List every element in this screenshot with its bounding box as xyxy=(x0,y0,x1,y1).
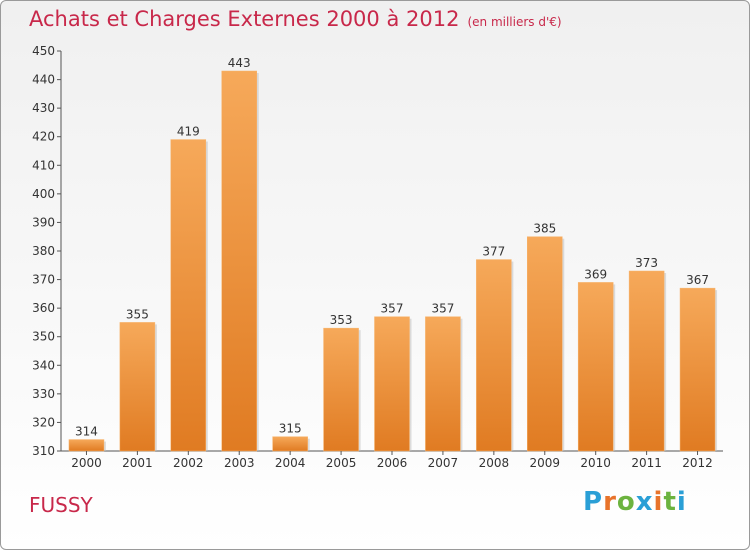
bar-value-label: 367 xyxy=(686,273,709,287)
x-tick-label: 2006 xyxy=(377,456,408,470)
bar xyxy=(68,439,105,452)
bar-value-label: 369 xyxy=(584,267,607,281)
bar xyxy=(527,236,563,452)
y-tick-label: 390 xyxy=(32,215,55,229)
y-tick-label: 370 xyxy=(32,273,55,287)
x-tick-label: 2009 xyxy=(529,456,560,470)
y-tick-label: 450 xyxy=(32,44,55,58)
y-tick-label: 400 xyxy=(32,187,55,201)
bar xyxy=(577,282,614,452)
logo-letter: r xyxy=(603,487,617,517)
x-tick-label: 2005 xyxy=(326,456,357,470)
x-tick-label: 2012 xyxy=(682,456,713,470)
bar xyxy=(221,70,257,452)
y-tick-label: 440 xyxy=(32,73,55,87)
bar xyxy=(374,316,410,452)
bar xyxy=(119,322,156,452)
bar xyxy=(425,316,461,452)
y-tick-label: 360 xyxy=(32,301,55,315)
bar xyxy=(272,436,308,452)
chart-subtitle: (en milliers d'€) xyxy=(467,15,562,29)
y-tick-label: 380 xyxy=(32,244,55,258)
y-tick-label: 420 xyxy=(32,130,55,144)
y-tick-label: 330 xyxy=(32,387,55,401)
bar-value-label: 373 xyxy=(635,256,658,270)
y-tick-label: 340 xyxy=(32,358,55,372)
x-tick-label: 2007 xyxy=(428,456,459,470)
bar xyxy=(679,287,716,452)
x-tick-label: 2002 xyxy=(173,456,204,470)
y-tick-label: 350 xyxy=(32,330,55,344)
y-tick-label: 320 xyxy=(32,415,55,429)
bar xyxy=(170,139,207,452)
bar-value-label: 419 xyxy=(177,125,200,139)
bar-value-label: 314 xyxy=(75,425,98,439)
logo-letter: P xyxy=(583,487,604,517)
commune-name: FUSSY xyxy=(29,493,93,517)
bar xyxy=(323,327,359,452)
x-tick-label: 2008 xyxy=(479,456,510,470)
logo-letter: t xyxy=(663,487,677,517)
x-tick-label: 2000 xyxy=(71,456,102,470)
proxiti-logo: Proxiti xyxy=(583,487,687,517)
x-tick-label: 2003 xyxy=(224,456,255,470)
y-tick-label: 410 xyxy=(32,158,55,172)
logo-letter: x xyxy=(635,487,654,517)
bar xyxy=(476,259,512,452)
bar-value-label: 353 xyxy=(330,313,353,327)
bar-value-label: 357 xyxy=(381,302,404,316)
x-tick-label: 2004 xyxy=(275,456,306,470)
logo-letter: i xyxy=(653,487,664,517)
x-tick-label: 2001 xyxy=(122,456,153,470)
bar-value-label: 357 xyxy=(431,302,454,316)
x-tick-label: 2010 xyxy=(580,456,611,470)
x-tick-label: 2011 xyxy=(631,456,662,470)
bar-value-label: 315 xyxy=(279,422,302,436)
bar-value-label: 385 xyxy=(533,222,556,236)
logo-letter: i xyxy=(676,487,687,517)
bar-value-label: 443 xyxy=(228,56,251,70)
chart-title-text: Achats et Charges Externes 2000 à 2012 xyxy=(29,7,460,31)
logo-letter: o xyxy=(616,487,636,517)
y-tick-label: 310 xyxy=(32,444,55,458)
bar-value-label: 355 xyxy=(126,307,149,321)
chart-title: Achats et Charges Externes 2000 à 2012 (e… xyxy=(29,7,562,31)
bar xyxy=(628,270,665,452)
bar-value-label: 377 xyxy=(482,245,505,259)
y-tick-label: 430 xyxy=(32,101,55,115)
